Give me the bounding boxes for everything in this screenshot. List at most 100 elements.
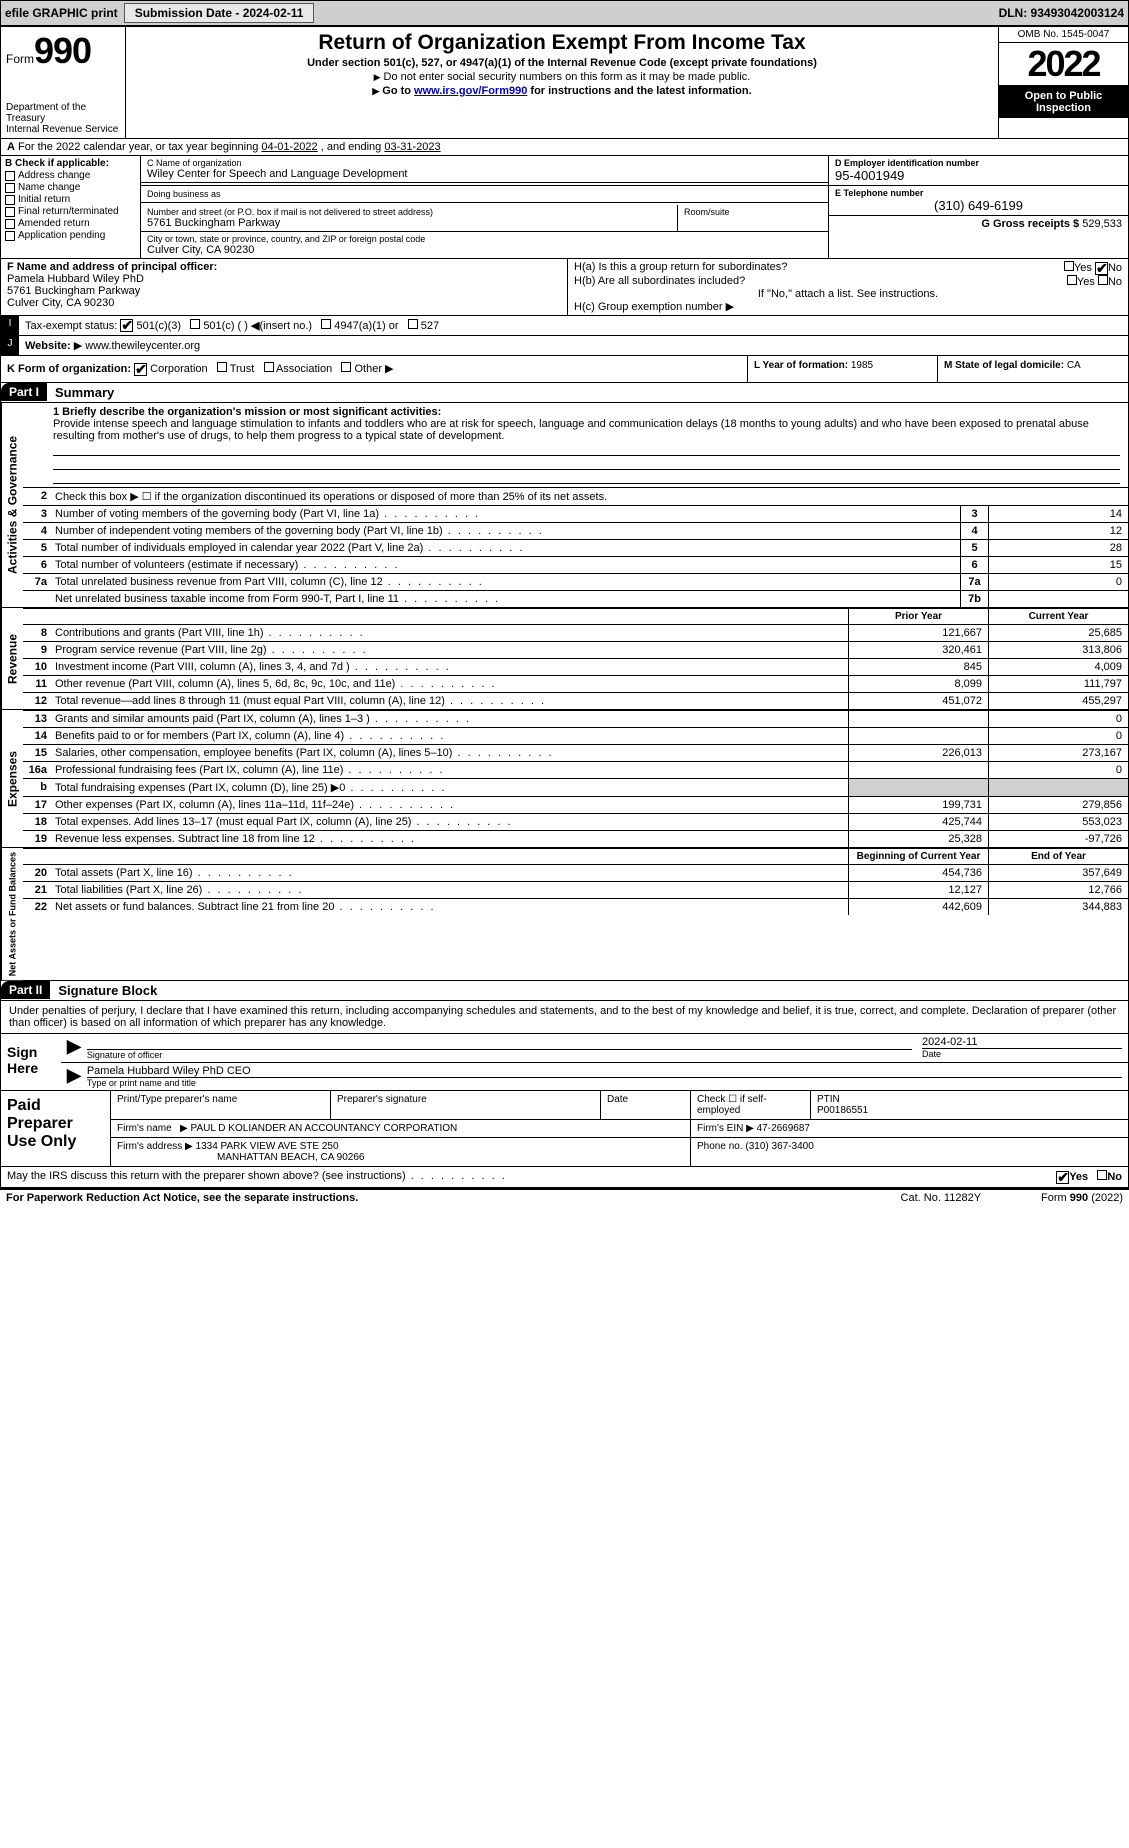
officer-typed-label: Type or print name and title: [87, 1078, 1122, 1088]
boxb-cb-4[interactable]: [5, 219, 15, 229]
section-activities-governance: Activities & Governance 1 Briefly descri…: [1, 403, 1128, 608]
rev-line12-prior: 451,072: [848, 693, 988, 709]
501c-checkbox[interactable]: [190, 319, 200, 329]
line5-value: 28: [988, 540, 1128, 556]
tax-status-label: Tax-exempt status:: [25, 320, 117, 332]
city-state-zip: Culver City, CA 90230: [147, 244, 822, 256]
form-subtitle-1: Under section 501(c), 527, or 4947(a)(1)…: [130, 57, 994, 69]
ha-no-checkbox[interactable]: [1095, 262, 1108, 275]
527-checkbox[interactable]: [408, 319, 418, 329]
line3-text: Number of voting members of the governin…: [51, 506, 960, 522]
boxb-label-1: Name change: [18, 182, 80, 193]
exp-line13-current: 0: [988, 711, 1128, 727]
section-net-assets: Net Assets or Fund Balances Beginning of…: [1, 848, 1128, 981]
4947-checkbox[interactable]: [321, 319, 331, 329]
org-name-label: C Name of organization: [147, 158, 822, 168]
room-label: Room/suite: [684, 207, 822, 217]
line7b-box: 7b: [960, 591, 988, 607]
boxb-cb-5[interactable]: [5, 231, 15, 241]
assoc-checkbox[interactable]: [264, 362, 274, 372]
boxb-cb-3[interactable]: [5, 207, 15, 217]
exp-line15-prior: 226,013: [848, 745, 988, 761]
part2-header: Part II Signature Block: [1, 981, 1128, 1001]
officer-name: Pamela Hubbard Wiley PhD: [7, 273, 144, 285]
line-a: A For the 2022 calendar year, or tax yea…: [1, 139, 1128, 156]
box-b: B Check if applicable: Address changeNam…: [1, 156, 141, 258]
rev-line11-prior: 8,099: [848, 676, 988, 692]
line3-box: 3: [960, 506, 988, 522]
form-number: 990: [34, 30, 91, 72]
line4-box: 4: [960, 523, 988, 539]
discuss-no-checkbox[interactable]: [1097, 1170, 1107, 1180]
line6-value: 15: [988, 557, 1128, 573]
hdr-prior-year: Prior Year: [848, 609, 988, 624]
hb-no: No: [1108, 276, 1122, 288]
trust-checkbox[interactable]: [217, 362, 227, 372]
other-checkbox[interactable]: [341, 362, 351, 372]
ha-yes-checkbox[interactable]: [1064, 261, 1074, 271]
boxb-cb-0[interactable]: [5, 171, 15, 181]
firm-ein-label: Firm's EIN: [697, 1123, 743, 1134]
firm-phone-label: Phone no.: [697, 1141, 743, 1152]
city-label: City or town, state or province, country…: [147, 234, 822, 244]
exp-line17-current: 279,856: [988, 797, 1128, 813]
exp-line16a-text: Professional fundraising fees (Part IX, …: [51, 762, 848, 778]
line5-text: Total number of individuals employed in …: [51, 540, 960, 556]
exp-line15-text: Salaries, other compensation, employee b…: [51, 745, 848, 761]
line4-text: Number of independent voting members of …: [51, 523, 960, 539]
ein-value: 95-4001949: [835, 168, 1122, 183]
line3-value: 14: [988, 506, 1128, 522]
rev-line8-prior: 121,667: [848, 625, 988, 641]
sig-date: 2024-02-11: [922, 1036, 1122, 1049]
ha-yes: Yes: [1074, 262, 1092, 274]
firm-name-label: Firm's name: [117, 1123, 172, 1134]
gross-receipts-value: 529,533: [1082, 218, 1122, 230]
submission-date-button[interactable]: Submission Date - 2024-02-11: [124, 3, 315, 23]
exp-lineb-text: Total fundraising expenses (Part IX, col…: [51, 779, 848, 796]
form-subtitle-2: Do not enter social security numbers on …: [130, 71, 994, 83]
rev-line9-text: Program service revenue (Part VIII, line…: [51, 642, 848, 658]
exp-line18-prior: 425,744: [848, 814, 988, 830]
pra-notice: For Paperwork Reduction Act Notice, see …: [6, 1192, 358, 1204]
efile-label: efile GRAPHIC print: [5, 6, 118, 20]
hdr-current-year: Current Year: [988, 609, 1128, 624]
form-header: Form 990 Department of the Treasury Inte…: [1, 27, 1128, 139]
hb-yes-checkbox[interactable]: [1067, 275, 1077, 285]
exp-line19-current: -97,726: [988, 831, 1128, 847]
year-formation-label: L Year of formation:: [754, 360, 848, 371]
rev-line9-prior: 320,461: [848, 642, 988, 658]
gross-receipts-label: G Gross receipts $: [981, 218, 1079, 230]
501c3-checkbox[interactable]: [120, 319, 133, 332]
perjury-declaration: Under penalties of perjury, I declare th…: [1, 1001, 1128, 1034]
addr-label: Number and street (or P.O. box if mail i…: [147, 207, 671, 217]
street-address: 5761 Buckingham Parkway: [147, 217, 671, 229]
exp-line14-prior: [848, 728, 988, 744]
prep-date-hdr: Date: [601, 1091, 691, 1119]
row-k-l-m: K Form of organization: Corporation Trus…: [1, 356, 1128, 383]
firm-addr2: MANHATTAN BEACH, CA 90266: [217, 1152, 364, 1163]
rev-line8-current: 25,685: [988, 625, 1128, 641]
discuss-yes-checkbox[interactable]: [1056, 1171, 1069, 1184]
ptin-value: P00186551: [817, 1105, 1122, 1116]
ha-no: No: [1108, 262, 1122, 274]
irs-label: Internal Revenue Service: [6, 124, 120, 135]
row-i: I Tax-exempt status: 501(c)(3) 501(c) ( …: [1, 316, 1128, 337]
officer-addr1: 5761 Buckingham Parkway: [7, 285, 140, 297]
firm-ein: 47-2669687: [757, 1123, 810, 1134]
line7b-text: Net unrelated business taxable income fr…: [51, 591, 960, 607]
exp-line18-current: 553,023: [988, 814, 1128, 830]
irs-link[interactable]: www.irs.gov/Form990: [414, 85, 527, 97]
period-begin: 04-01-2022: [261, 141, 317, 153]
page-footer: For Paperwork Reduction Act Notice, see …: [0, 1189, 1129, 1206]
boxb-cb-2[interactable]: [5, 195, 15, 205]
goto-suffix: for instructions and the latest informat…: [530, 85, 751, 97]
corp-checkbox[interactable]: [134, 363, 147, 376]
domicile-label: M State of legal domicile:: [944, 360, 1064, 371]
side-label-expenses: Expenses: [1, 710, 23, 847]
line7a-text: Total unrelated business revenue from Pa…: [51, 574, 960, 590]
mission-text: Provide intense speech and language stim…: [53, 418, 1089, 442]
boxb-cb-1[interactable]: [5, 183, 15, 193]
top-bar: efile GRAPHIC print Submission Date - 20…: [0, 0, 1129, 26]
hb-label: H(b) Are all subordinates included?: [574, 275, 745, 288]
exp-line14-text: Benefits paid to or for members (Part IX…: [51, 728, 848, 744]
